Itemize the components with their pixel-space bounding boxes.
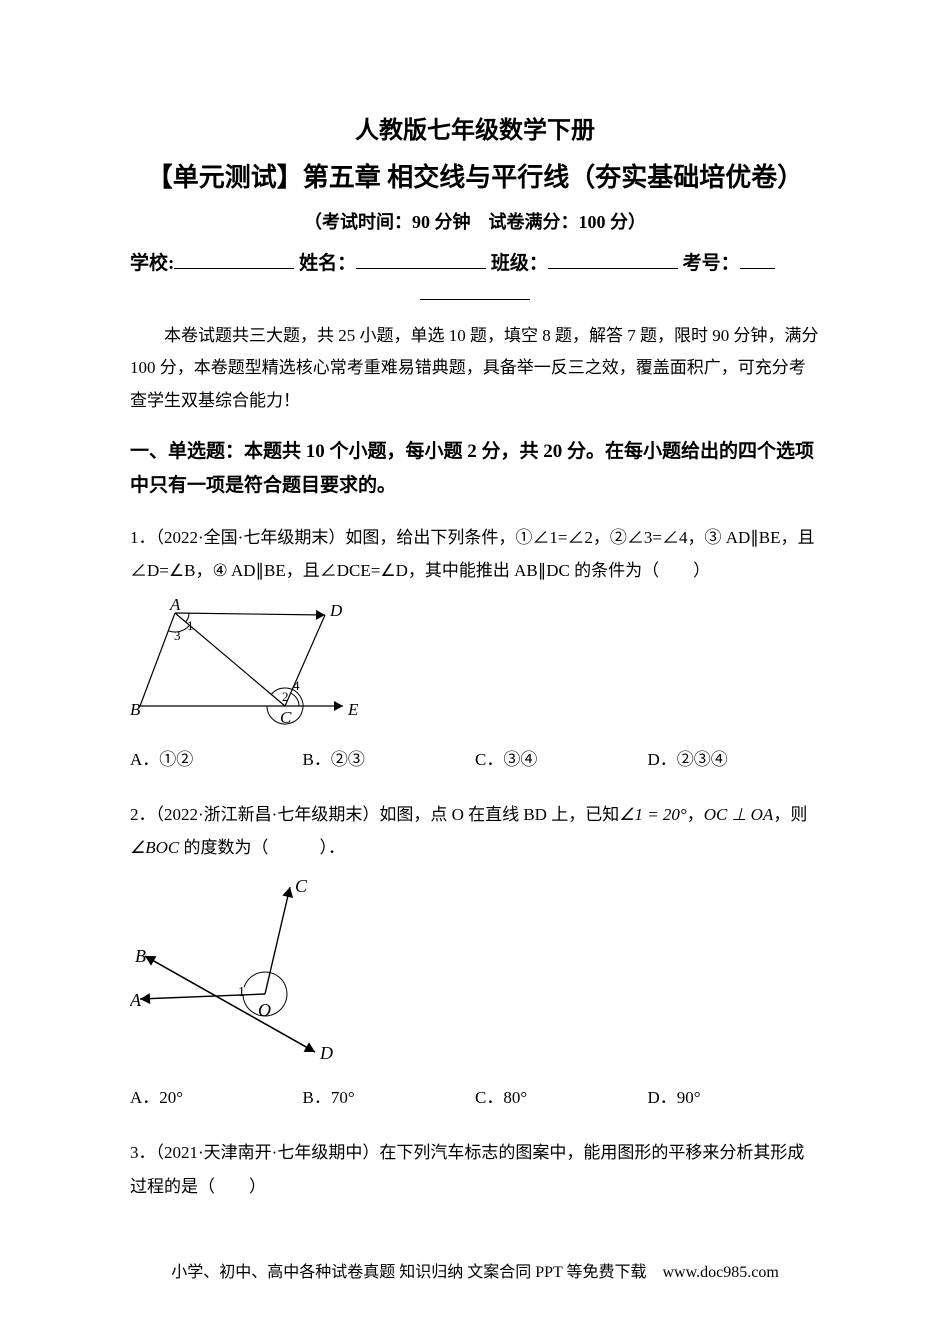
student-info-line: 学校: 姓名： 班级： 考号： [130,248,820,275]
svg-text:2: 2 [282,689,289,704]
svg-text:C: C [280,708,292,726]
q1-figure: A D B C E 13 42 [130,598,820,726]
school-blank [174,249,294,269]
q2-sep1: ， [687,805,704,824]
q1-svg: A D B C E 13 42 [130,598,360,726]
q1-option-b: B．②③ [303,744,476,776]
q2-option-c: C．80° [475,1082,648,1114]
id-blank-continued [420,283,530,300]
q2-figure: A B C D O1 [130,874,820,1064]
q1-text: 1．（2022·全国·七年级期末）如图，给出下列条件，①∠1=∠2，②∠3=∠4… [130,521,820,587]
svg-text:D: D [319,1043,333,1063]
intro-paragraph: 本卷试题共三大题，共 25 小题，单选 10 题，填空 8 题，解答 7 题，限… [130,320,820,417]
name-blank [356,249,486,269]
svg-text:C: C [295,876,308,896]
svg-text:1: 1 [187,618,194,633]
q2-boc: ∠BOC [130,838,179,857]
svg-text:1: 1 [238,985,245,1000]
svg-text:B: B [130,700,141,719]
q1-option-c: C．③④ [475,744,648,776]
id-label: 考号： [683,253,740,274]
svg-text:3: 3 [174,628,181,643]
q2-after: ，则 [773,805,807,824]
svg-text:E: E [347,700,359,719]
school-label: 学校: [130,253,174,274]
page-footer: 小学、初中、高中各种试卷真题 知识归纳 文案合同 PPT 等免费下载 www.d… [0,1258,950,1282]
svg-text:4: 4 [293,678,300,693]
exam-meta: （考试时间：90 分钟 试卷满分：100 分） [130,208,820,234]
class-label: 班级： [491,253,548,274]
q2-text: 2．（2022·浙江新昌·七年级期末）如图，点 O 在直线 BD 上，已知∠1 … [130,798,820,864]
q2-perp: OC ⊥ OA [704,805,774,824]
svg-text:O: O [258,1000,271,1020]
q2-tail: 的度数为（ ）． [179,838,345,857]
unit-title: 【单元测试】第五章 相交线与平行线（夯实基础培优卷） [130,157,820,194]
q2-option-b: B．70° [303,1082,476,1114]
q1-option-a: A．①② [130,744,303,776]
q2-svg: A B C D O1 [130,874,370,1064]
q1-options: A．①② B．②③ C．③④ D．②③④ [130,744,820,776]
q2-option-a: A．20° [130,1082,303,1114]
book-title: 人教版七年级数学下册 [130,110,820,145]
q1-option-d: D．②③④ [648,744,821,776]
id-blank [740,249,775,269]
class-blank [548,249,678,269]
q2-option-d: D．90° [648,1082,821,1114]
svg-text:D: D [329,601,343,620]
q2-angle1: ∠1 = 20° [619,805,687,824]
q2-text-pre: 2．（2022·浙江新昌·七年级期末）如图，点 O 在直线 BD 上，已知 [130,805,619,824]
q3-text: 3．（2021·天津南开·七年级期中）在下列汽车标志的图案中，能用图形的平移来分… [130,1136,820,1202]
svg-text:A: A [130,990,142,1010]
name-label: 姓名： [299,253,356,274]
section-1-heading: 一、单选题：本题共 10 个小题，每小题 2 分，共 20 分。在每小题给出的四… [130,435,820,503]
q2-options: A．20° B．70° C．80° D．90° [130,1082,820,1114]
svg-text:A: A [169,598,181,614]
svg-text:B: B [135,946,146,966]
